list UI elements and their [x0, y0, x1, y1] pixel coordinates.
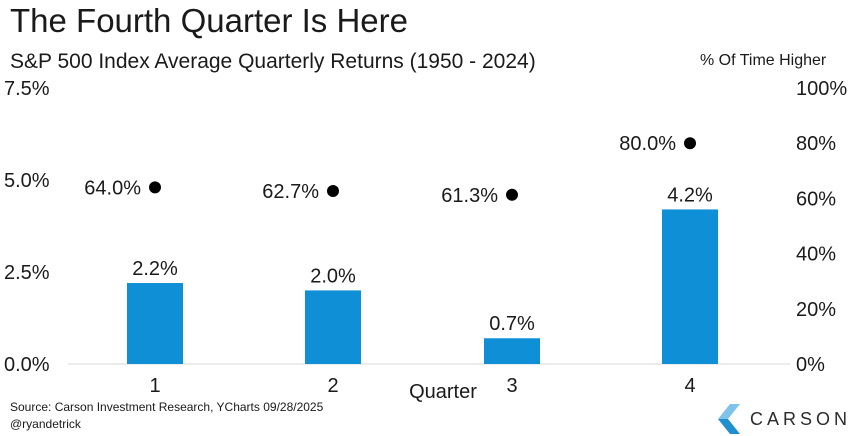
x-axis-tick-label: 2 [327, 375, 338, 397]
carson-logo: CARSON [718, 404, 851, 434]
bar-value-label: 2.2% [132, 258, 178, 280]
author-handle: @ryandetrick [10, 417, 81, 431]
percent-higher-label: 62.7% [262, 181, 319, 203]
right-axis-tick-label: 40% [796, 244, 836, 266]
carson-logo-icon [718, 404, 740, 434]
right-axis-tick-label: 60% [796, 188, 836, 210]
left-axis-tick-label: 2.5% [4, 262, 50, 284]
percent-higher-label: 64.0% [84, 177, 141, 199]
carson-logo-text: CARSON [750, 408, 852, 429]
percent-higher-marker [684, 137, 696, 150]
left-axis-tick-label: 0.0% [4, 354, 50, 376]
x-axis-tick-label: 4 [684, 375, 695, 397]
chart-subtitle: S&P 500 Index Average Quarterly Returns … [10, 50, 536, 73]
bar-quarter-1 [127, 283, 183, 364]
bar-quarter-4 [662, 209, 718, 364]
x-axis-tick-label: 1 [149, 375, 160, 397]
x-axis-title: Quarter [409, 381, 477, 403]
bar-value-label: 0.7% [489, 313, 535, 335]
left-axis-tick-label: 7.5% [4, 78, 50, 100]
bar-quarter-2 [305, 290, 361, 364]
percent-higher-marker [149, 181, 161, 194]
bar-value-label: 4.2% [667, 184, 713, 206]
percent-higher-label: 61.3% [441, 185, 498, 207]
right-axis-tick-label: 20% [796, 299, 836, 321]
chart-title: The Fourth Quarter Is Here [10, 2, 408, 39]
source-note: Source: Carson Investment Research, YCha… [10, 400, 324, 414]
x-axis-tick-label: 3 [506, 375, 517, 397]
percent-higher-marker [327, 184, 339, 197]
right-axis-tick-label: 0% [796, 354, 825, 376]
right-axis-title: % Of Time Higher [700, 52, 827, 69]
percent-higher-marker [506, 188, 518, 201]
right-axis-tick-label: 80% [796, 133, 836, 155]
right-axis-tick-label: 100% [796, 78, 847, 100]
bar-value-label: 2.0% [310, 265, 356, 287]
bar-quarter-3 [484, 338, 540, 364]
percent-higher-label: 80.0% [619, 133, 676, 155]
left-axis-tick-label: 5.0% [4, 170, 50, 192]
